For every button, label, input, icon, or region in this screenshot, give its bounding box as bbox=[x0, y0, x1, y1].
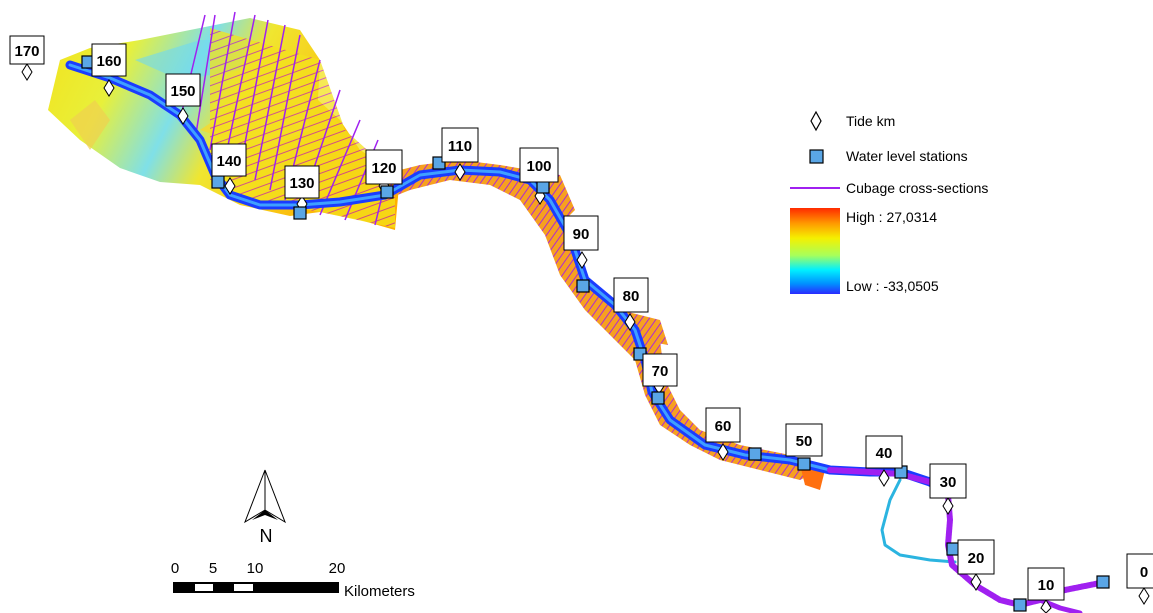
svg-text:110: 110 bbox=[448, 138, 472, 155]
km-label-170: 170 bbox=[9, 35, 45, 65]
station-60 bbox=[748, 447, 762, 461]
station-30 bbox=[946, 542, 960, 556]
km-label-120: 120 bbox=[365, 149, 403, 185]
station-90 bbox=[576, 279, 590, 293]
legend-high-label: High : 27,0314 bbox=[846, 209, 937, 225]
tide-diamond-140 bbox=[224, 177, 236, 195]
scale-unit: Kilometers bbox=[344, 583, 415, 600]
tide-diamond-150 bbox=[177, 107, 189, 125]
north-arrow-icon: N bbox=[244, 469, 286, 546]
station-120 bbox=[380, 185, 394, 199]
legend-low-label: Low : -33,0505 bbox=[846, 278, 939, 294]
svg-text:90: 90 bbox=[573, 226, 590, 243]
station-130 bbox=[293, 206, 307, 220]
km-label-110: 110 bbox=[441, 127, 479, 163]
svg-text:30: 30 bbox=[940, 474, 957, 491]
north-label: N bbox=[260, 526, 273, 546]
km-label-boxes: 170 160 150 140 130 120 110 100 90 80 70… bbox=[9, 35, 1153, 601]
tide-diamond-80 bbox=[624, 313, 636, 331]
svg-text:10: 10 bbox=[1038, 577, 1055, 594]
tide-diamond-160 bbox=[103, 79, 115, 97]
svg-text:120: 120 bbox=[371, 160, 396, 177]
svg-text:40: 40 bbox=[876, 445, 893, 462]
scale-bar: 0 5 10 20 Kilometers bbox=[171, 560, 415, 600]
km-label-80: 80 bbox=[613, 277, 649, 313]
km-label-10: 10 bbox=[1027, 567, 1065, 601]
svg-text:170: 170 bbox=[14, 43, 39, 60]
svg-text:100: 100 bbox=[526, 158, 551, 175]
tide-diamond-10 bbox=[1040, 599, 1052, 613]
station-0 bbox=[1096, 575, 1110, 589]
tide-diamond-110 bbox=[454, 163, 466, 181]
legend-cross-label: Cubage cross-sections bbox=[846, 180, 988, 196]
km-label-150: 150 bbox=[165, 73, 201, 107]
scale-tick-5: 5 bbox=[209, 560, 217, 577]
svg-text:60: 60 bbox=[715, 418, 732, 435]
legend-color-ramp bbox=[790, 208, 840, 294]
svg-text:130: 130 bbox=[289, 175, 314, 192]
scale-tick-10: 10 bbox=[247, 560, 264, 577]
km-label-90: 90 bbox=[563, 215, 599, 251]
tide-diamond-40 bbox=[878, 469, 890, 487]
svg-text:160: 160 bbox=[96, 53, 121, 70]
station-50 bbox=[797, 457, 811, 471]
svg-text:80: 80 bbox=[623, 288, 640, 305]
km-label-60: 60 bbox=[705, 407, 741, 443]
svg-text:140: 140 bbox=[216, 153, 241, 170]
station-20 bbox=[1013, 598, 1027, 612]
tide-diamond-60 bbox=[717, 443, 729, 461]
legend-station-square-icon bbox=[809, 149, 824, 164]
km-label-160: 160 bbox=[91, 43, 127, 77]
station-140 bbox=[211, 175, 225, 189]
km-label-20: 20 bbox=[957, 539, 995, 575]
legend-tide-label: Tide km bbox=[846, 113, 895, 129]
tide-diamond-30 bbox=[942, 497, 954, 515]
km-label-30: 30 bbox=[929, 463, 967, 499]
scale-tick-20: 20 bbox=[329, 560, 346, 577]
km-label-0: 0 bbox=[1126, 553, 1153, 589]
legend-station-label: Water level stations bbox=[846, 148, 968, 164]
river-corridor bbox=[380, 160, 825, 490]
tide-diamond-0 bbox=[1138, 587, 1150, 605]
svg-text:150: 150 bbox=[170, 83, 195, 100]
scale-tick-0: 0 bbox=[171, 560, 179, 577]
km-label-130: 130 bbox=[284, 165, 320, 199]
station-100 bbox=[536, 180, 550, 194]
tide-diamond-170 bbox=[21, 63, 33, 81]
km-label-50: 50 bbox=[785, 423, 823, 457]
legend-tide-diamond-icon bbox=[810, 110, 822, 132]
svg-text:50: 50 bbox=[796, 433, 813, 450]
tide-diamond-90 bbox=[576, 251, 588, 269]
tide-diamond-20 bbox=[970, 573, 982, 591]
svg-text:70: 70 bbox=[652, 363, 669, 380]
legend: Tide km Water level stations Cubage cros… bbox=[790, 110, 988, 294]
km-label-100: 100 bbox=[519, 147, 559, 183]
km-label-70: 70 bbox=[642, 353, 678, 387]
station-70 bbox=[651, 391, 665, 405]
svg-text:0: 0 bbox=[1140, 564, 1148, 581]
svg-text:20: 20 bbox=[968, 550, 985, 567]
km-label-40: 40 bbox=[865, 435, 903, 469]
km-label-140: 140 bbox=[211, 143, 247, 177]
